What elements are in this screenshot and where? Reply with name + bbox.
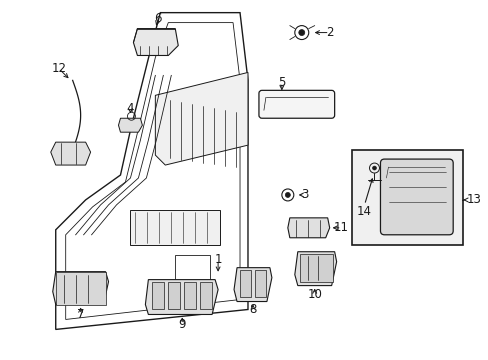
Text: 12: 12 (51, 62, 66, 75)
Bar (351, 150, 462, 245)
Polygon shape (145, 280, 218, 315)
Polygon shape (118, 118, 142, 132)
Bar (299, 254, 332, 282)
Text: 2: 2 (325, 26, 333, 39)
Text: 13: 13 (466, 193, 481, 206)
Polygon shape (133, 28, 178, 55)
Bar (152, 282, 164, 310)
Bar (168, 282, 180, 310)
Bar (254, 270, 265, 297)
Text: 6: 6 (154, 12, 162, 25)
FancyBboxPatch shape (380, 159, 452, 235)
Circle shape (372, 166, 376, 170)
Polygon shape (287, 218, 329, 238)
Polygon shape (234, 268, 271, 302)
Bar (130, 210, 220, 245)
Text: 14: 14 (356, 205, 371, 219)
Text: 4: 4 (126, 102, 134, 115)
Text: 9: 9 (178, 318, 185, 331)
Polygon shape (155, 72, 247, 165)
Bar (184, 282, 196, 310)
FancyBboxPatch shape (259, 90, 334, 118)
Text: 3: 3 (301, 188, 308, 202)
Polygon shape (53, 272, 108, 305)
Text: 8: 8 (249, 303, 256, 316)
Text: 11: 11 (333, 221, 348, 234)
Polygon shape (56, 13, 247, 329)
Bar (56, 272, 105, 305)
Text: 10: 10 (306, 288, 322, 301)
Polygon shape (65, 23, 240, 319)
Polygon shape (51, 142, 90, 165)
Bar (240, 270, 250, 297)
Text: 7: 7 (77, 308, 84, 321)
Text: 1: 1 (214, 253, 222, 266)
Circle shape (285, 193, 290, 197)
Polygon shape (294, 252, 336, 285)
Bar (175, 255, 210, 280)
Text: 5: 5 (278, 76, 285, 89)
Bar (200, 282, 212, 310)
Circle shape (298, 30, 304, 36)
